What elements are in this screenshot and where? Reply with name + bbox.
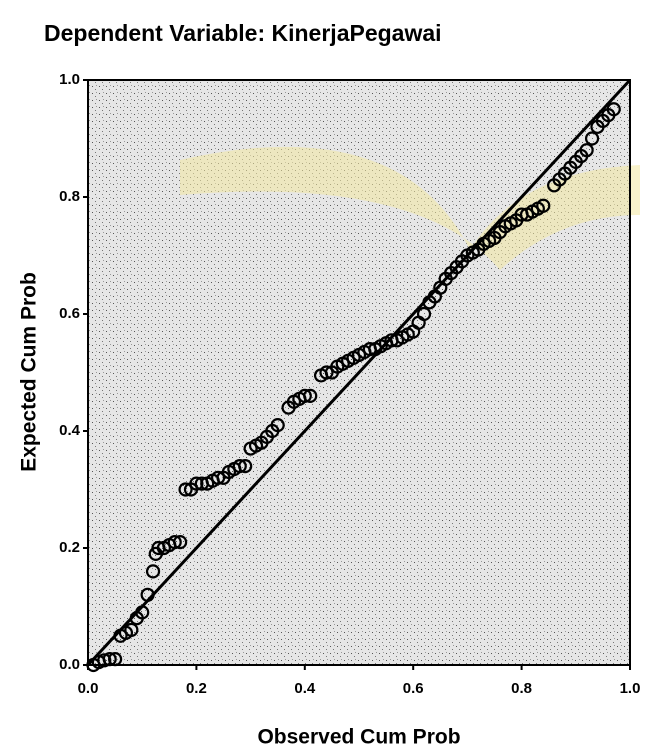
y-tick-label: 0.6 <box>59 305 80 322</box>
point <box>124 622 139 638</box>
x-tick-label: 0.6 <box>403 680 424 697</box>
y-axis-label: Expected Cum Prob <box>18 272 41 472</box>
point <box>102 652 117 667</box>
point <box>173 535 188 550</box>
point <box>270 418 285 433</box>
point <box>584 131 600 146</box>
x-tick-label: 0.2 <box>186 680 207 697</box>
y-tick-label: 0.2 <box>59 539 80 556</box>
point <box>189 476 204 491</box>
x-tick-label: 0.8 <box>511 680 532 697</box>
point <box>238 459 253 474</box>
plot-frame <box>87 79 631 666</box>
y-tick-label: 0.0 <box>59 656 80 673</box>
x-tick-label: 0.0 <box>78 680 99 697</box>
point <box>536 198 551 213</box>
reference-line <box>86 78 632 667</box>
x-tick-label: 0.4 <box>294 680 316 697</box>
point <box>145 564 161 579</box>
point <box>140 587 155 602</box>
y-tick-label: 0.4 <box>59 422 81 439</box>
watermark <box>180 146 640 270</box>
x-tick-label: 1.0 <box>620 680 641 697</box>
point <box>319 365 334 380</box>
point <box>178 482 193 497</box>
point <box>210 470 226 485</box>
chart-title: Dependent Variable: KinerjaPegawai <box>44 20 442 46</box>
point <box>167 535 182 550</box>
point <box>232 459 247 474</box>
point <box>579 143 594 158</box>
x-axis-label: Observed Cum Prob <box>257 726 460 749</box>
point <box>297 388 312 403</box>
point <box>303 388 318 403</box>
point <box>606 102 621 117</box>
point <box>135 605 150 620</box>
point <box>107 652 123 667</box>
point <box>416 306 432 322</box>
y-tick-label: 1.0 <box>59 71 80 88</box>
y-tick-label: 0.8 <box>59 188 80 205</box>
